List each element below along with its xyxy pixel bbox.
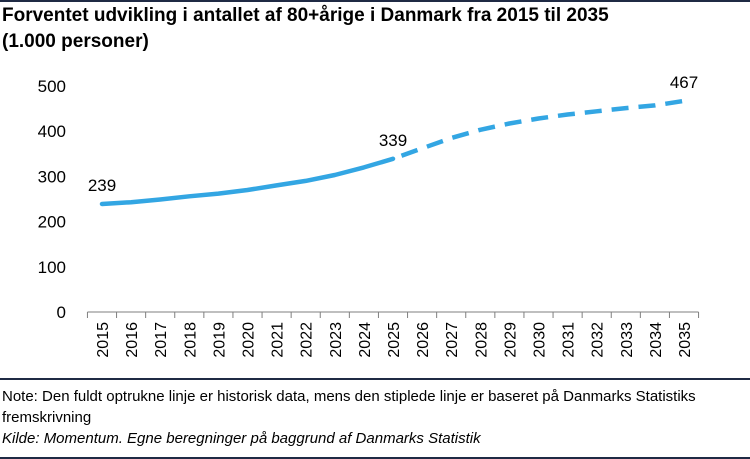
- x-tick-label: 2015: [95, 322, 112, 358]
- y-tick-label: 400: [38, 122, 66, 141]
- x-tick-label: 2033: [619, 322, 636, 358]
- x-tick-label: 2027: [444, 322, 461, 358]
- x-tick-label: 2018: [182, 322, 199, 358]
- y-tick-label: 100: [38, 258, 66, 277]
- x-axis: 2015 2016 2017 2018 2019 2020 2021 2022 2023 2024…: [86, 311, 700, 358]
- x-tick-label: 2021: [270, 322, 287, 358]
- x-tick-label: 2035: [677, 322, 694, 358]
- x-tick-label: 2034: [648, 322, 665, 358]
- data-label-2015: 239: [88, 176, 116, 195]
- x-tick-label: 2030: [532, 322, 549, 358]
- chart-title-line-2: (1.000 personer): [2, 31, 149, 52]
- series-layer: [99, 98, 685, 207]
- x-tick-label: 2025: [386, 322, 403, 358]
- data-label-2025: 339: [379, 131, 407, 150]
- x-tick-label: 2029: [502, 322, 519, 358]
- y-tick-label: 300: [38, 167, 66, 186]
- x-tick-label: 2019: [211, 322, 228, 358]
- x-tick-label: 2031: [561, 322, 578, 358]
- top-rule: [0, 0, 750, 2]
- x-tick-label: 2023: [328, 322, 345, 358]
- x-tick-label: 2020: [241, 322, 258, 358]
- y-tick-label: 0: [57, 303, 66, 322]
- x-tick-label: 2022: [299, 322, 316, 358]
- chart-note: Note: Den fuldt optrukne linje er histor…: [2, 388, 696, 426]
- y-axis: 0 100 200 300 400 500: [38, 77, 66, 322]
- chart-title: Forventet udvikling i antallet af 80+åri…: [2, 3, 742, 55]
- x-tick-label: 2017: [153, 322, 170, 358]
- x-tick-label: 2026: [415, 322, 432, 358]
- x-tick-label: 2016: [124, 322, 141, 358]
- data-labels: 239 339 467: [88, 73, 698, 195]
- x-tick-label: 2032: [590, 322, 607, 358]
- projection-series-line: [392, 98, 685, 161]
- y-tick-label: 500: [38, 77, 66, 96]
- chart-title-line-1: Forventet udvikling i antallet af 80+åri…: [2, 5, 609, 26]
- x-tick-label: 2028: [473, 322, 490, 358]
- note-separator-rule: [0, 378, 750, 380]
- line-chart: 0 100 200 300 400 500 2015 2016 2017 2018 2019 202…: [38, 73, 700, 358]
- data-label-2035: 467: [670, 73, 698, 92]
- x-tick-label: 2024: [357, 322, 374, 358]
- chart-source: Kilde: Momentum. Egne beregninger på bag…: [2, 430, 481, 447]
- bottom-rule: [0, 457, 750, 459]
- y-tick-label: 200: [38, 213, 66, 232]
- historical-series-line: [99, 156, 396, 207]
